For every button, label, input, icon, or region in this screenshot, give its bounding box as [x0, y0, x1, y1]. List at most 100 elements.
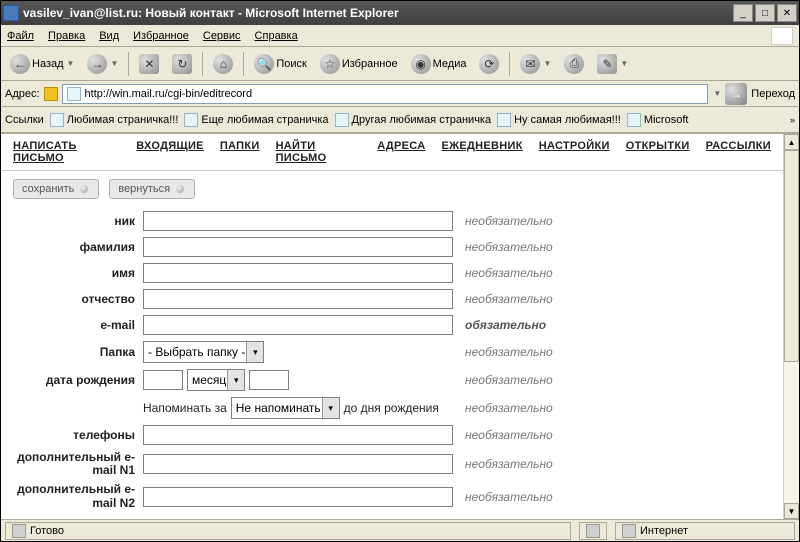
nav-diary[interactable]: ЕЖЕДНЕВНИК — [441, 140, 522, 164]
dot-icon — [80, 185, 88, 193]
menu-view[interactable]: Вид — [99, 30, 119, 42]
label-bdate: дата рождения — [13, 373, 143, 387]
contact-form: никнеобязательно фамилиянеобязательно им… — [1, 207, 783, 519]
input-bday[interactable] — [143, 370, 183, 390]
select-remind[interactable]: Не напоминать — [231, 397, 340, 419]
mail-nav: НАПИСАТЬ ПИСЬМО ВХОДЯЩИЕ ПАПКИ НАЙТИ ПИС… — [1, 134, 783, 171]
return-button[interactable]: вернуться — [109, 179, 195, 199]
stop-button[interactable]: ✕ — [134, 51, 164, 77]
page-icon — [184, 113, 198, 127]
print-button[interactable]: ⎙ — [559, 51, 589, 77]
eye-icon — [586, 524, 600, 538]
nav-compose[interactable]: НАПИСАТЬ ПИСЬМО — [13, 140, 120, 164]
menu-tools[interactable]: Сервис — [203, 30, 241, 42]
status-zone: Интернет — [615, 522, 795, 540]
nav-folders[interactable]: ПАПКИ — [220, 140, 260, 164]
favorites-panel-icon[interactable] — [44, 87, 58, 101]
hint-optional: необязательно — [465, 457, 553, 471]
separator — [202, 52, 203, 76]
nav-settings[interactable]: НАСТРОЙКИ — [539, 140, 610, 164]
scroll-down-button[interactable]: ▼ — [784, 503, 799, 519]
remind-post: до дня рождения — [344, 401, 439, 415]
page-icon — [67, 87, 81, 101]
mail-button[interactable]: ✉▼ — [515, 51, 556, 77]
nav-find[interactable]: НАЙТИ ПИСЬМО — [276, 140, 362, 164]
nav-inbox[interactable]: ВХОДЯЩИЕ — [136, 140, 204, 164]
select-bmonth[interactable]: месяц — [187, 369, 245, 391]
page-icon — [50, 113, 64, 127]
minimize-button[interactable]: _ — [733, 4, 753, 22]
menu-edit[interactable]: Правка — [48, 30, 85, 42]
window-title: vasilev_ivan@list.ru: Новый контакт - Mi… — [23, 6, 731, 20]
link-item[interactable]: Любимая страничка!!! — [50, 113, 179, 127]
maximize-button[interactable]: □ — [755, 4, 775, 22]
link-item[interactable]: Другая любимая страничка — [335, 113, 492, 127]
stop-icon: ✕ — [139, 54, 159, 74]
chevron-down-icon: ▼ — [543, 59, 551, 68]
menu-help[interactable]: Справка — [255, 30, 298, 42]
hint-optional: необязательно — [465, 428, 553, 442]
link-item[interactable]: Еще любимая страничка — [184, 113, 328, 127]
hint-optional: необязательно — [465, 373, 553, 387]
hint-optional: необязательно — [465, 490, 553, 504]
home-button[interactable]: ⌂ — [208, 51, 238, 77]
input-patronym[interactable] — [143, 289, 453, 309]
link-item[interactable]: Microsoft — [627, 113, 689, 127]
separator — [128, 52, 129, 76]
label-folder: Папка — [13, 345, 143, 359]
refresh-button[interactable]: ↻ — [167, 51, 197, 77]
input-extra2[interactable] — [143, 487, 453, 507]
globe-icon — [622, 524, 636, 538]
forward-button[interactable]: →▼ — [82, 51, 123, 77]
links-overflow-icon[interactable]: » — [790, 115, 795, 125]
hint-optional: необязательно — [465, 266, 553, 280]
ie-window: vasilev_ivan@list.ru: Новый контакт - Mi… — [0, 0, 800, 542]
hint-optional: необязательно — [465, 401, 553, 415]
search-button[interactable]: 🔍Поиск — [249, 51, 311, 77]
input-extra1[interactable] — [143, 454, 453, 474]
close-button[interactable]: ✕ — [777, 4, 797, 22]
edit-button[interactable]: ✎▼ — [592, 51, 633, 77]
history-button[interactable]: ⟳ — [474, 51, 504, 77]
hint-optional: необязательно — [465, 292, 553, 306]
action-row: сохранить вернуться — [1, 171, 783, 207]
statusbar: Готово Интернет — [1, 519, 799, 541]
status-ready: Готово — [5, 522, 571, 540]
chevron-down-icon: ▼ — [110, 59, 118, 68]
go-button[interactable]: → — [725, 83, 747, 105]
input-surname[interactable] — [143, 237, 453, 257]
nav-postcards[interactable]: ОТКРЫТКИ — [626, 140, 690, 164]
page-icon — [335, 113, 349, 127]
toolbar: ← Назад▼ →▼ ✕ ↻ ⌂ 🔍Поиск ☆Избранное ◉Мед… — [1, 47, 799, 81]
star-icon: ☆ — [320, 54, 340, 74]
input-phones[interactable] — [143, 425, 453, 445]
address-dropdown-icon[interactable]: ▼ — [713, 89, 721, 98]
scroll-track[interactable] — [784, 150, 799, 503]
chevron-down-icon: ▼ — [67, 59, 75, 68]
forward-icon: → — [87, 54, 107, 74]
nav-newsletters[interactable]: РАССЫЛКИ — [706, 140, 771, 164]
vertical-scrollbar[interactable]: ▲ ▼ — [783, 134, 799, 519]
edit-icon: ✎ — [597, 54, 617, 74]
nav-addresses[interactable]: АДРЕСА — [377, 140, 425, 164]
back-button[interactable]: ← Назад▼ — [5, 51, 79, 77]
menubar: Файл Правка Вид Избранное Сервис Справка — [1, 25, 799, 47]
favorites-button[interactable]: ☆Избранное — [315, 51, 403, 77]
input-name[interactable] — [143, 263, 453, 283]
address-bar: Адрес: http://win.mail.ru/cgi-bin/editre… — [1, 81, 799, 107]
select-folder[interactable]: - Выбрать папку - — [143, 341, 264, 363]
input-byear[interactable] — [249, 370, 289, 390]
address-input[interactable]: http://win.mail.ru/cgi-bin/editrecord — [62, 84, 709, 104]
scroll-thumb[interactable] — [784, 150, 799, 362]
save-button[interactable]: сохранить — [13, 179, 99, 199]
media-button[interactable]: ◉Медиа — [406, 51, 472, 77]
menu-file[interactable]: Файл — [7, 30, 34, 42]
menu-favorites[interactable]: Избранное — [133, 30, 189, 42]
go-label: Переход — [751, 88, 795, 100]
scroll-up-button[interactable]: ▲ — [784, 134, 799, 150]
input-email[interactable] — [143, 315, 453, 335]
input-nick[interactable] — [143, 211, 453, 231]
link-item[interactable]: Ну самая любимая!!! — [497, 113, 621, 127]
chevron-down-icon: ▼ — [620, 59, 628, 68]
print-icon: ⎙ — [564, 54, 584, 74]
